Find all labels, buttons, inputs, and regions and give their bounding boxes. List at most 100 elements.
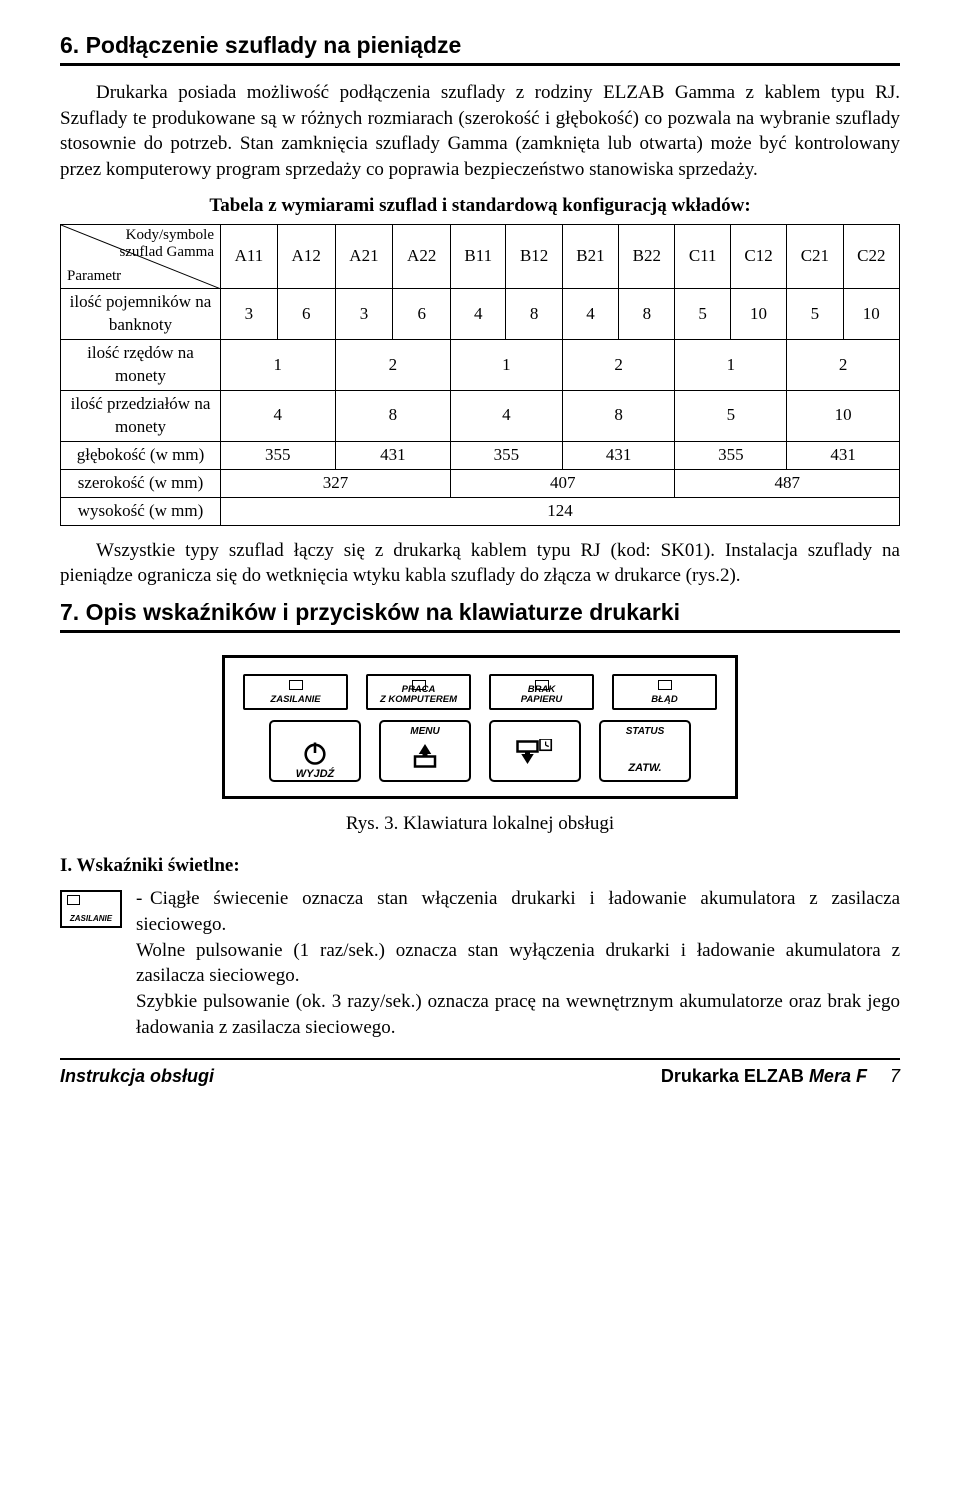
mini-indicator-zasilanie: ZASILANIE <box>60 890 122 928</box>
table-cell: 8 <box>619 289 675 340</box>
table-cell: 10 <box>787 391 900 442</box>
table-cell: 4 <box>451 391 563 442</box>
table-cell: 10 <box>730 289 786 340</box>
button-glyph-icon <box>410 739 440 769</box>
indicator-label: BŁĄD <box>651 695 677 705</box>
button-bottom-label <box>423 769 426 784</box>
button-glyph-icon <box>301 739 329 767</box>
button-glyph-icon <box>515 739 555 769</box>
table-cell: 4 <box>221 391 336 442</box>
footer-page-number: 7 <box>890 1066 900 1086</box>
col-header: B21 <box>562 225 618 289</box>
row-label: wysokość (w mm) <box>61 497 221 525</box>
table-cell: 6 <box>393 289 451 340</box>
row-label: ilość przedziałów na monety <box>61 391 221 442</box>
table-cell: 327 <box>221 469 451 497</box>
row-label: głębokość (w mm) <box>61 441 221 469</box>
table-cell: 487 <box>675 469 900 497</box>
table-cell: 8 <box>506 289 562 340</box>
table-cell: 10 <box>843 289 899 340</box>
col-header: C22 <box>843 225 899 289</box>
keypad-button[interactable] <box>489 720 581 782</box>
section-6-para-1: Drukarka posiada możliwość podłączenia s… <box>60 80 900 183</box>
table-cell: 6 <box>277 289 335 340</box>
table-cell: 3 <box>335 289 393 340</box>
table-cell: 1 <box>675 340 787 391</box>
table-cell: 5 <box>787 289 843 340</box>
col-header: B11 <box>451 225 506 289</box>
led-icon <box>412 680 426 690</box>
bullet-line-2: Wolne pulsowanie (1 raz/sek.) oznacza st… <box>136 940 900 987</box>
table-cell: 4 <box>562 289 618 340</box>
indicator-row: ZASILANIE PRACAZ KOMPUTEREM BRAKPAPIERU BŁĄ… <box>243 674 717 710</box>
keypad-panel: ZASILANIE PRACAZ KOMPUTEREM BRAKPAPIERU BŁĄ… <box>222 655 738 799</box>
col-header: A21 <box>335 225 393 289</box>
table-cell: 3 <box>221 289 278 340</box>
table-cell: 8 <box>562 391 675 442</box>
table-cell: 124 <box>221 497 900 525</box>
table-cell: 431 <box>562 441 675 469</box>
indicator-description-block: ZASILANIE -Ciągłe świecenie oznacza stan… <box>60 886 900 1040</box>
keypad-button[interactable]: MENU <box>379 720 471 782</box>
table-cell: 407 <box>451 469 675 497</box>
indicator-label: ZASILANIE <box>270 695 320 705</box>
indicator-description-text: -Ciągłe świecenie oznacza stan włączenia… <box>136 886 900 1040</box>
bullet-line-1: Ciągłe świecenie oznacza stan włączenia … <box>136 888 900 935</box>
table-cell: 431 <box>787 441 900 469</box>
keypad-button[interactable]: STATUS ZATW. <box>599 720 691 782</box>
indicator-frame: ZASILANIE <box>243 674 348 710</box>
page-footer: Instrukcja obsługi Drukarka ELZAB Mera F… <box>60 1058 900 1088</box>
figure-3-caption: Rys. 3. Klawiatura lokalnej obsługi <box>60 811 900 837</box>
col-header: C12 <box>730 225 786 289</box>
button-row: WYJDŹ MENU STATUS ZATW. <box>243 720 717 782</box>
bullet-line-3: Szybkie pulsowanie (ok. 3 razy/sek.) ozn… <box>136 991 900 1038</box>
keypad-figure: ZASILANIE PRACAZ KOMPUTEREM BRAKPAPIERU BŁĄ… <box>60 655 900 799</box>
col-header: C21 <box>787 225 843 289</box>
section-7-title: 7. Opis wskaźników i przycisków na klawi… <box>60 597 900 633</box>
button-bottom-label: WYJDŹ <box>296 767 335 782</box>
table-cell: 431 <box>335 441 451 469</box>
led-icon <box>535 680 549 690</box>
indicator: BRAKPAPIERU <box>489 674 594 710</box>
table-caption: Tabela z wymiarami szuflad i standardową… <box>60 193 900 219</box>
row-label: ilość pojemników na banknoty <box>61 289 221 340</box>
button-top-label: STATUS <box>626 725 665 739</box>
keypad-button[interactable]: WYJDŹ <box>269 720 361 782</box>
footer-right: Drukarka ELZAB Mera F 7 <box>661 1064 900 1088</box>
row-label: ilość rzędów na monety <box>61 340 221 391</box>
col-header: A11 <box>221 225 278 289</box>
table-cell: 2 <box>335 340 451 391</box>
col-header: A12 <box>277 225 335 289</box>
indicator: PRACAZ KOMPUTEREM <box>366 674 471 710</box>
col-header: B22 <box>619 225 675 289</box>
table-cell: 355 <box>221 441 336 469</box>
table-cell: 2 <box>562 340 675 391</box>
col-header: C11 <box>675 225 730 289</box>
table-cell: 355 <box>675 441 787 469</box>
footer-model: Mera F <box>809 1066 867 1086</box>
table-cell: 4 <box>451 289 506 340</box>
button-top-label <box>534 725 537 739</box>
mini-indicator-label: ZASILANIE <box>62 914 120 925</box>
footer-brand: Drukarka ELZAB <box>661 1066 804 1086</box>
table-cell: 5 <box>675 289 730 340</box>
col-header: B12 <box>506 225 562 289</box>
indicator-frame: BŁĄD <box>612 674 717 710</box>
col-header: A22 <box>393 225 451 289</box>
footer-left: Instrukcja obsługi <box>60 1064 214 1088</box>
table-cell: 8 <box>335 391 451 442</box>
specs-table: Kody/symboleszuflad GammaParametrA11A12A… <box>60 224 900 525</box>
section-6-para-2: Wszystkie typy szuflad łączy się z druka… <box>60 538 900 589</box>
section-6-title: 6. Podłączenie szuflady na pieniądze <box>60 30 900 66</box>
button-top-label <box>314 725 317 739</box>
led-icon <box>658 680 672 690</box>
button-bottom-label: ZATW. <box>628 761 661 776</box>
table-cell: 1 <box>451 340 563 391</box>
indicator-frame: BRAKPAPIERU <box>489 674 594 710</box>
table-cell: 1 <box>221 340 336 391</box>
button-top-label: MENU <box>410 725 439 739</box>
indicator-frame: PRACAZ KOMPUTEREM <box>366 674 471 710</box>
sub-i-heading: I. Wskaźniki świetlne: <box>60 853 900 879</box>
indicator: BŁĄD <box>612 674 717 710</box>
button-bottom-label <box>533 769 536 784</box>
